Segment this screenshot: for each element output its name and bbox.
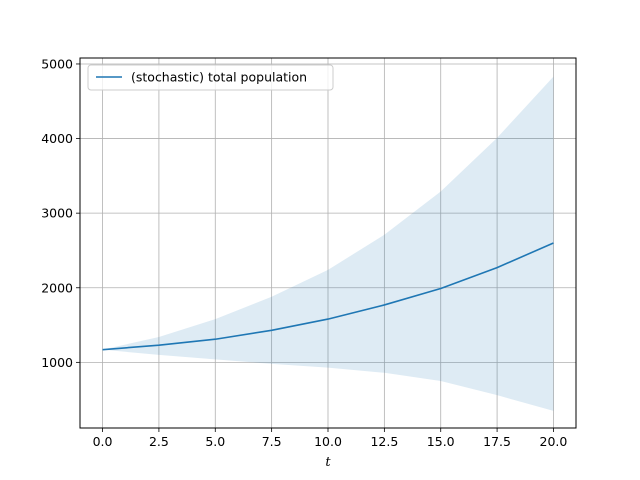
- y-tick-label: 5000: [41, 56, 73, 71]
- x-tick-label: 12.5: [370, 434, 398, 449]
- x-axis-label: t: [325, 455, 331, 470]
- legend: (stochastic) total population: [87, 64, 334, 91]
- confidence-band: [102, 76, 554, 411]
- band-area: [102, 76, 554, 411]
- y-tick-label: 2000: [41, 280, 73, 295]
- x-tick-label: 20.0: [540, 434, 568, 449]
- y-axis: 1000 2000 3000 4000 5000: [41, 56, 80, 370]
- legend-label: (stochastic) total population: [131, 70, 307, 85]
- legend-box: [87, 64, 334, 91]
- x-axis: 0.0 2.5 5.0 7.5 10.0 12.5 15.0 17.5 20.0: [93, 428, 568, 449]
- x-tick-label: 10.0: [314, 434, 342, 449]
- series-lines: [102, 242, 554, 351]
- x-tick-label: 7.5: [262, 434, 282, 449]
- x-tick-label: 2.5: [149, 434, 169, 449]
- x-tick-label: 5.0: [205, 434, 225, 449]
- series-line: [102, 242, 554, 351]
- x-tick-label: 15.0: [427, 434, 455, 449]
- y-tick-label: 3000: [41, 206, 73, 221]
- x-tick-label: 0.0: [93, 434, 113, 449]
- grid: [80, 58, 576, 428]
- x-tick-label: 17.5: [483, 434, 511, 449]
- y-tick-label: 4000: [41, 131, 73, 146]
- y-tick-label: 1000: [41, 355, 73, 370]
